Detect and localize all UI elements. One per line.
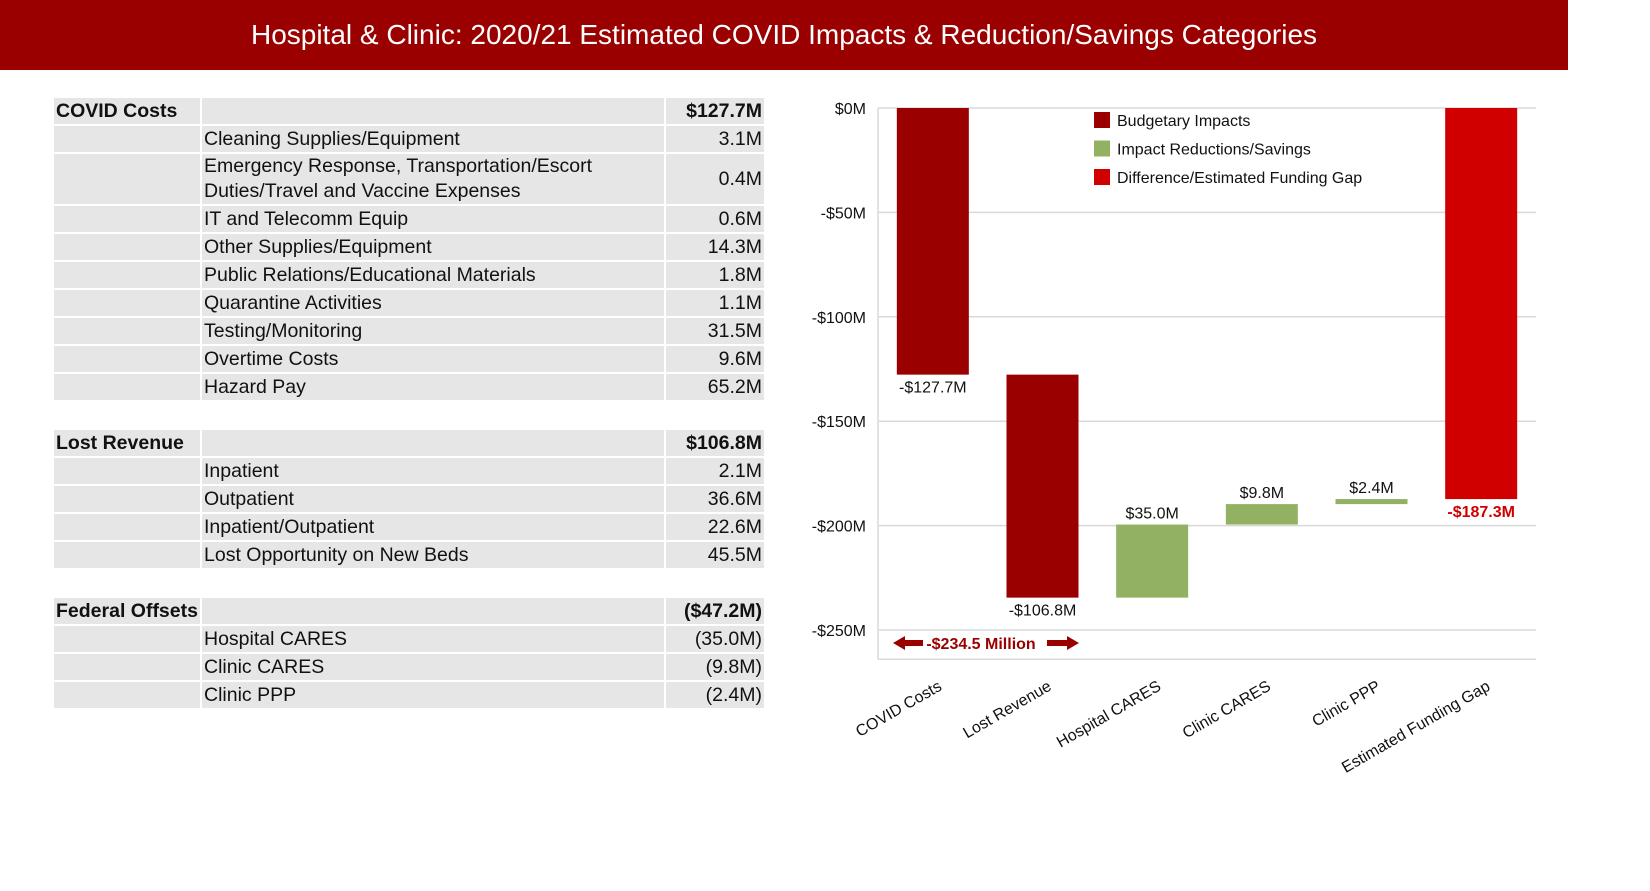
- page-title: Hospital & Clinic: 2020/21 Estimated COV…: [0, 0, 1568, 70]
- item-label: Other Supplies/Equipment: [202, 234, 664, 260]
- table-row: Lost Opportunity on New Beds 45.5M: [54, 542, 764, 568]
- item-value: (2.4M): [666, 682, 764, 708]
- item-label: Inpatient: [202, 458, 664, 484]
- item-value: (9.8M): [666, 654, 764, 680]
- legend-swatch: [1094, 112, 1110, 128]
- x-tick-label: COVID Costs: [853, 678, 945, 741]
- table-header-row: Lost Revenue $106.8M: [54, 430, 764, 456]
- table-row: Clinic PPP (2.4M): [54, 682, 764, 708]
- item-value: 0.4M: [666, 154, 764, 204]
- item-label: Emergency Response, Transportation/Escor…: [202, 154, 664, 204]
- table-row: Testing/Monitoring 31.5M: [54, 318, 764, 344]
- table-row: Cleaning Supplies/Equipment 3.1M: [54, 126, 764, 152]
- table-header-row: COVID Costs $127.7M: [54, 98, 764, 124]
- item-label: Clinic PPP: [202, 682, 664, 708]
- item-label: Hospital CARES: [202, 626, 664, 652]
- y-tick-label: -$100M: [812, 310, 866, 327]
- item-label: Inpatient/Outpatient: [202, 514, 664, 540]
- table-row: Overtime Costs 9.6M: [54, 346, 764, 372]
- legend-label: Difference/Estimated Funding Gap: [1117, 170, 1362, 187]
- item-label: Overtime Costs: [202, 346, 664, 372]
- item-label: Cleaning Supplies/Equipment: [202, 126, 664, 152]
- item-value: 2.1M: [666, 458, 764, 484]
- bar-clinic-ppp: [1335, 499, 1408, 505]
- item-label: Hazard Pay: [202, 374, 664, 400]
- table-row: Quarantine Activities 1.1M: [54, 290, 764, 316]
- bar-covid-costs: [896, 108, 969, 375]
- cost-tables: COVID Costs $127.7M Cleaning Supplies/Equi…: [52, 96, 766, 736]
- item-value: 36.6M: [666, 486, 764, 512]
- table-row: Emergency Response, Transportation/Escor…: [54, 154, 764, 204]
- item-value: 45.5M: [666, 542, 764, 568]
- legend-swatch: [1094, 140, 1110, 157]
- waterfall-chart: $0M -$50M -$100M -$150M -$200M -$250M -$127.7M…: [812, 101, 1536, 777]
- table-row: Outpatient 36.6M: [54, 486, 764, 512]
- span-annotation: -$234.5 Million: [926, 636, 1035, 653]
- bar-hospital-cares: [1116, 524, 1189, 598]
- data-label: -$187.3M: [1447, 504, 1515, 521]
- arrow-right-icon: [1047, 636, 1079, 650]
- item-value: 22.6M: [666, 514, 764, 540]
- item-value: 1.1M: [666, 290, 764, 316]
- data-label: $9.8M: [1240, 485, 1284, 502]
- legend-label: Budgetary Impacts: [1117, 113, 1250, 130]
- table-row: Clinic CARES (9.8M): [54, 654, 764, 680]
- category-header: Lost Revenue: [54, 430, 200, 456]
- item-value: (35.0M): [666, 626, 764, 652]
- x-tick-label: Lost Revenue: [960, 678, 1054, 742]
- item-value: 65.2M: [666, 374, 764, 400]
- legend-swatch: [1094, 169, 1110, 185]
- data-label: -$106.8M: [1009, 603, 1077, 620]
- category-total: ($47.2M): [666, 598, 764, 624]
- table-row: Hazard Pay 65.2M: [54, 374, 764, 400]
- item-label: Quarantine Activities: [202, 290, 664, 316]
- item-value: 31.5M: [666, 318, 764, 344]
- data-label: $35.0M: [1125, 506, 1178, 523]
- x-tick-label: Clinic CARES: [1180, 678, 1274, 742]
- y-tick-label: -$150M: [812, 414, 866, 431]
- x-tick-label: Clinic PPP: [1310, 678, 1384, 731]
- arrow-left-icon: [893, 636, 923, 650]
- x-tick-label: Hospital CARES: [1054, 678, 1164, 751]
- category-header: COVID Costs: [54, 98, 200, 124]
- item-label: IT and Telecomm Equip: [202, 206, 664, 232]
- y-tick-label: -$50M: [821, 205, 866, 222]
- table-row: Other Supplies/Equipment 14.3M: [54, 234, 764, 260]
- item-label: Lost Opportunity on New Beds: [202, 542, 664, 568]
- cost-table: Federal Offsets ($47.2M) Hospital CARES (35…: [52, 596, 766, 710]
- item-value: 0.6M: [666, 206, 764, 232]
- category-header: Federal Offsets: [54, 598, 200, 624]
- table-row: Hospital CARES (35.0M): [54, 626, 764, 652]
- table-row: Inpatient 2.1M: [54, 458, 764, 484]
- legend-label: Impact Reductions/Savings: [1117, 142, 1311, 159]
- table-header-row: Federal Offsets ($47.2M): [54, 598, 764, 624]
- item-label: Public Relations/Educational Materials: [202, 262, 664, 288]
- item-value: 3.1M: [666, 126, 764, 152]
- data-label: -$127.7M: [899, 380, 967, 397]
- item-value: 9.6M: [666, 346, 764, 372]
- bar-clinic-cares: [1225, 504, 1298, 525]
- table-row: Inpatient/Outpatient 22.6M: [54, 514, 764, 540]
- bar-lost-revenue: [1006, 374, 1079, 598]
- category-total: $127.7M: [666, 98, 764, 124]
- data-label: $2.4M: [1349, 480, 1393, 497]
- y-tick-label: -$250M: [812, 623, 866, 640]
- table-row: Public Relations/Educational Materials 1.…: [54, 262, 764, 288]
- y-tick-label: $0M: [835, 101, 866, 118]
- item-label: Clinic CARES: [202, 654, 664, 680]
- cost-table: COVID Costs $127.7M Cleaning Supplies/Equi…: [52, 96, 766, 402]
- category-total: $106.8M: [666, 430, 764, 456]
- item-label: Outpatient: [202, 486, 664, 512]
- y-tick-label: -$200M: [812, 519, 866, 536]
- cost-table: Lost Revenue $106.8M Inpatient 2.1M Outpatie…: [52, 428, 766, 570]
- item-label: Testing/Monitoring: [202, 318, 664, 344]
- table-row: IT and Telecomm Equip 0.6M: [54, 206, 764, 232]
- bar-estimated-funding-gap: [1445, 108, 1518, 500]
- item-value: 1.8M: [666, 262, 764, 288]
- item-value: 14.3M: [666, 234, 764, 260]
